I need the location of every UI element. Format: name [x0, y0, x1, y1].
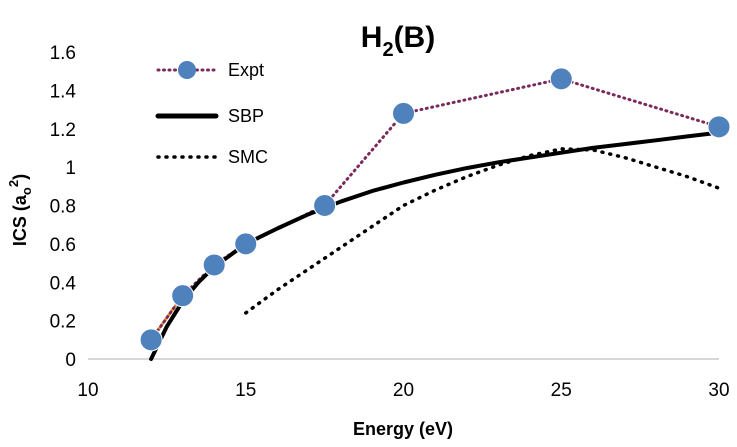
y-tick-label: 1.4	[50, 81, 77, 102]
x-tick-label: 30	[708, 380, 729, 401]
y-axis-title: ICS (ao2)	[6, 174, 34, 246]
expt-point	[549, 67, 573, 91]
y-tick-label: 1.6	[50, 43, 76, 64]
expt-point	[707, 115, 731, 139]
y-tick-label: 0.6	[50, 235, 76, 256]
legend: Expt SBP SMC	[155, 60, 268, 167]
expt-point	[171, 284, 195, 308]
x-tick-label: 20	[393, 380, 414, 401]
y-tick-label: 1	[65, 158, 76, 179]
y-tick-label: 0.8	[50, 197, 76, 218]
series-sbp-line	[149, 130, 721, 361]
series-layer	[139, 67, 731, 361]
y-tick-label: 1.2	[50, 120, 76, 141]
expt-point	[234, 232, 258, 256]
x-tick-label: 10	[77, 380, 98, 401]
legend-expt-marker	[178, 61, 196, 79]
series-smc-line	[244, 147, 721, 315]
y-tick-label: 0.2	[50, 312, 76, 333]
expt-point	[392, 101, 415, 125]
chart-title: H2(B)	[361, 21, 435, 61]
x-axis-title: Energy (eV)	[353, 419, 453, 439]
x-tick-label: 15	[235, 380, 256, 401]
legend-label-expt: Expt	[228, 60, 264, 80]
axes-layer: 0 0.2 0.4 0.6 0.8 1 1.2 1.4 1.6 10 15 20 25 30	[50, 43, 730, 401]
legend-label-sbp: SBP	[228, 106, 264, 126]
expt-point	[139, 328, 163, 352]
y-tick-label: 0	[65, 350, 76, 371]
x-tick-label: 25	[551, 380, 572, 401]
y-tick-label: 0.4	[50, 273, 77, 294]
expt-point	[313, 194, 337, 217]
expt-point	[202, 253, 226, 277]
legend-label-smc: SMC	[228, 147, 268, 167]
